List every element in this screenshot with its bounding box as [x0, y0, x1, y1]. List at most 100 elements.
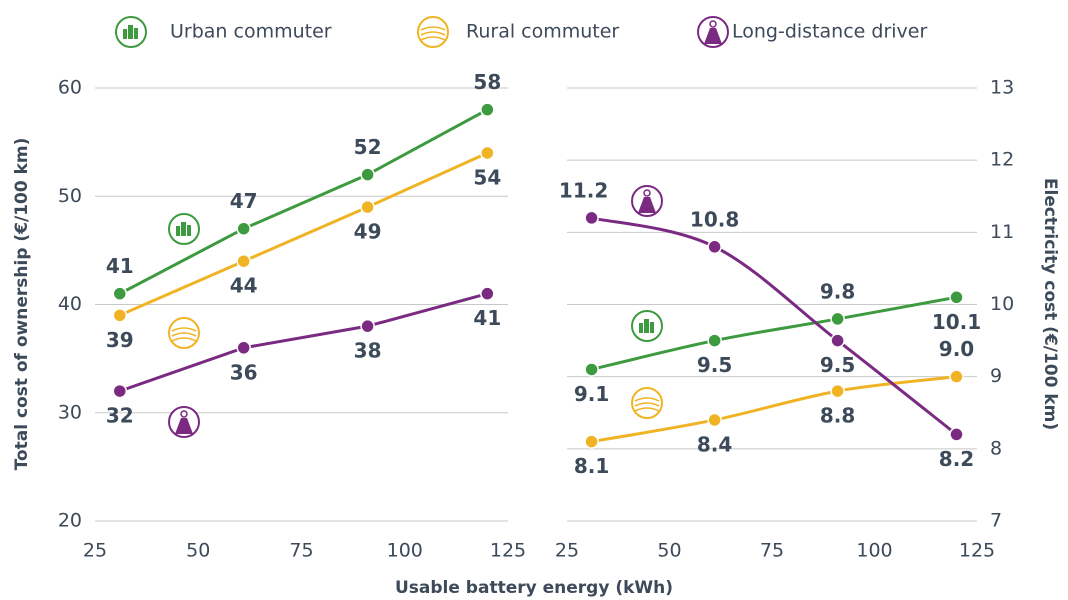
x-tick-label: 25 [83, 540, 107, 562]
x-tick-label: 125 [490, 540, 526, 562]
icon-shape [420, 26, 446, 31]
data-point [112, 286, 128, 301]
data-point [830, 383, 845, 399]
icon [417, 16, 449, 48]
data-point [236, 253, 251, 269]
legend-label: Long-distance driver [732, 21, 927, 43]
icon-shape [709, 20, 717, 28]
data-point [360, 167, 375, 182]
x-tick-label: 50 [657, 540, 681, 562]
icon [697, 16, 729, 48]
series-line [119, 292, 488, 393]
y-tick-label: 30 [58, 401, 82, 423]
icon-shape [644, 319, 649, 333]
data-point [707, 239, 722, 255]
x-tick-label: 125 [959, 540, 995, 562]
legend-label: Urban commuter [170, 21, 332, 43]
legend: Urban commuter Rural commuter Long-dista… [170, 21, 927, 43]
y-axis-label: Total cost of ownership (€/100 km) [12, 138, 32, 471]
icon-shape [643, 189, 651, 197]
icon [168, 317, 200, 349]
x-tick-label: 50 [186, 540, 210, 562]
data-label: 10.8 [690, 207, 739, 231]
icon-shape [180, 410, 188, 418]
x-tick-label: 100 [856, 540, 892, 562]
icon-shape [128, 25, 133, 39]
icon-shape [175, 418, 193, 434]
data-point [830, 333, 845, 348]
data-label: 9.0 [939, 337, 974, 361]
x-axis-label: Usable battery energy (kWh) [395, 578, 673, 598]
data-label: 41 [106, 254, 134, 278]
series-line [119, 151, 488, 317]
data-label: 11.2 [559, 178, 608, 202]
data-label: 9.5 [697, 353, 732, 377]
data-label: 44 [230, 274, 258, 298]
data-point [480, 286, 495, 301]
y2-tick-label: 9 [990, 365, 1002, 387]
icon-shape [639, 323, 643, 333]
data-point [112, 308, 128, 323]
data-label: 49 [354, 220, 382, 244]
data-point [236, 340, 251, 356]
data-point [584, 210, 599, 226]
data-label: 9.8 [820, 279, 855, 303]
y2-axis-label: Electricity cost (€/100 km) [1040, 178, 1060, 430]
icon-shape [171, 337, 197, 342]
icon-shape [638, 197, 656, 213]
data-label: 38 [354, 339, 382, 363]
y2-tick-label: 10 [990, 293, 1014, 315]
data-label: 54 [473, 165, 501, 189]
icon [631, 310, 663, 342]
data-label: 9.5 [820, 353, 855, 377]
data-point [949, 427, 964, 442]
data-point [236, 221, 251, 236]
y-tick-label: 60 [58, 77, 82, 99]
x-tick-label: 25 [555, 540, 579, 562]
data-label: 8.8 [820, 404, 855, 428]
data-point [112, 383, 128, 399]
x-tick-label: 75 [760, 540, 784, 562]
data-label: 39 [106, 328, 134, 352]
data-point [360, 199, 375, 215]
data-point [480, 102, 495, 117]
icon-shape [187, 225, 191, 236]
icon-shape [420, 31, 446, 36]
series-line [591, 295, 957, 371]
data-label: 52 [354, 135, 382, 159]
icon [631, 185, 663, 217]
data-point [480, 145, 495, 161]
y2-tick-label: 13 [990, 77, 1014, 99]
data-label: 41 [473, 306, 501, 330]
icon [631, 387, 663, 419]
data-point [830, 311, 845, 327]
icon-shape [181, 222, 186, 236]
y-tick-label: 50 [58, 185, 82, 207]
icon-shape [634, 407, 660, 412]
icon-shape [171, 332, 197, 337]
icon-shape [134, 28, 138, 39]
data-label: 8.2 [939, 447, 974, 471]
data-point [707, 333, 722, 348]
y2-tick-label: 8 [990, 437, 1002, 459]
data-point [949, 369, 964, 384]
icon [168, 213, 200, 245]
x-tick-label: 75 [289, 540, 313, 562]
legend-label: Rural commuter [466, 21, 619, 43]
icon-shape [171, 327, 197, 332]
data-label: 36 [230, 360, 258, 384]
data-label: 58 [473, 70, 501, 94]
data-label: 47 [230, 189, 258, 213]
y-tick-label: 20 [58, 510, 82, 532]
data-label: 9.1 [574, 382, 609, 406]
data-point [707, 412, 722, 428]
icon [168, 406, 200, 438]
y2-tick-label: 12 [990, 149, 1014, 171]
y2-tick-label: 11 [990, 221, 1014, 243]
data-point [584, 434, 599, 449]
series-line [591, 216, 958, 436]
data-label: 32 [106, 404, 134, 428]
icon-shape [634, 402, 660, 407]
y-tick-label: 40 [58, 293, 82, 315]
